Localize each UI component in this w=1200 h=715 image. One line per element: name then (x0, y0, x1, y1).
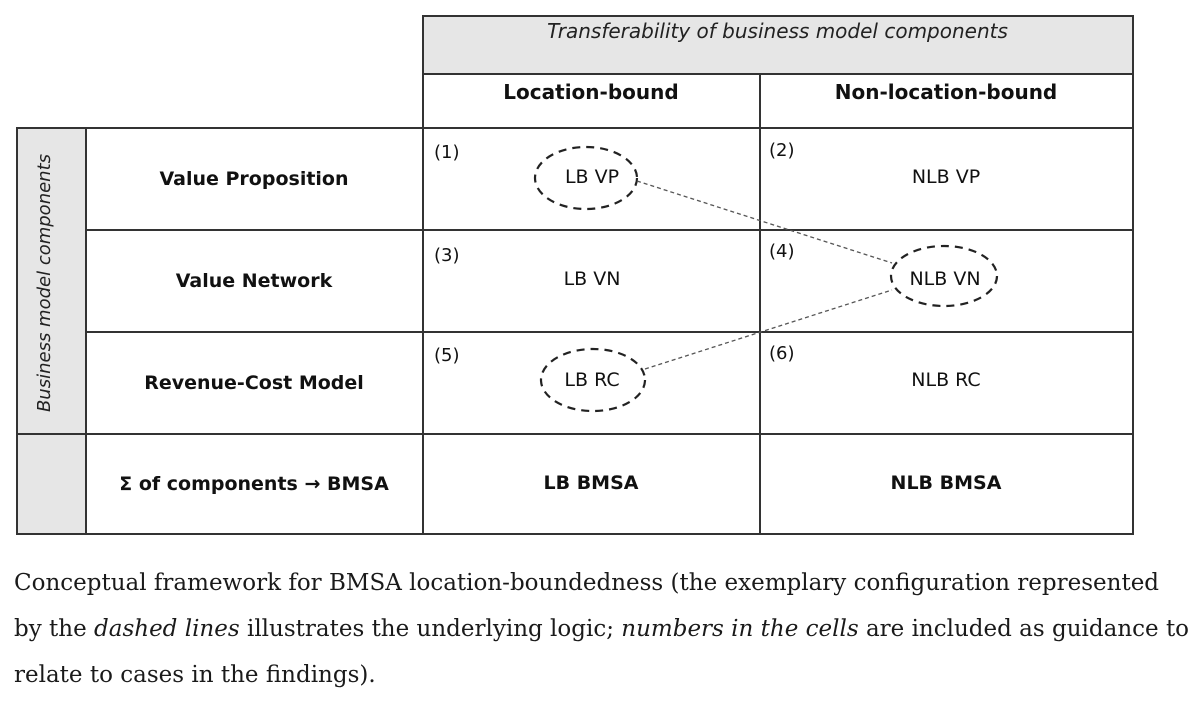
header-title: Transferability of business model compon… (547, 19, 1008, 43)
caption-text-2: illustrates the underlying logic; (239, 616, 622, 642)
cell-number-5: (5) (434, 345, 460, 366)
cell-number-2: (2) (769, 140, 795, 161)
ellipse-lb-rc (539, 347, 647, 413)
cell-lb-vn: LB VN (563, 268, 621, 290)
cell-nlb-bmsa: NLB BMSA (890, 472, 1002, 494)
cell-number-1: (1) (434, 142, 460, 163)
cell-lb-vp: LB VP (564, 166, 620, 188)
caption-text-1: Conceptual framework for BMSA location-b… (14, 570, 1160, 642)
figure-caption: Conceptual framework for BMSA location-b… (14, 560, 1190, 698)
caption-emphasis-dashed-lines: dashed lines (94, 616, 240, 642)
ellipse-nlb-vn (889, 244, 999, 308)
row-label-sum-components: Σ of components → BMSA (119, 472, 389, 495)
column-header-location-bound: Location-bound (503, 80, 679, 104)
connector-rc-vn (644, 289, 893, 370)
ellipse-lb-vp (533, 145, 639, 211)
connector-vp-vn (636, 180, 893, 264)
cell-number-4: (4) (769, 241, 795, 262)
caption-text-3: are included as guidance to relate to ca… (14, 616, 1190, 688)
row-label-revenue-cost-model: Revenue-Cost Model (144, 371, 364, 394)
column-header-non-location-bound: Non-location-bound (834, 80, 1058, 104)
caption-emphasis-numbers: numbers in the cells (621, 616, 859, 642)
cell-nlb-vp: NLB VP (911, 166, 981, 188)
side-column (16, 128, 86, 534)
cell-nlb-rc: NLB RC (911, 369, 981, 391)
cell-nlb-vn: NLB VN (909, 268, 981, 290)
cell-lb-bmsa: LB BMSA (543, 472, 639, 494)
row-label-value-proposition: Value Proposition (159, 167, 349, 190)
header-band (423, 16, 1132, 74)
cell-number-3: (3) (434, 245, 460, 266)
cell-lb-rc: LB RC (564, 369, 620, 391)
row-label-value-network: Value Network (175, 269, 333, 292)
cell-number-6: (6) (769, 343, 795, 364)
